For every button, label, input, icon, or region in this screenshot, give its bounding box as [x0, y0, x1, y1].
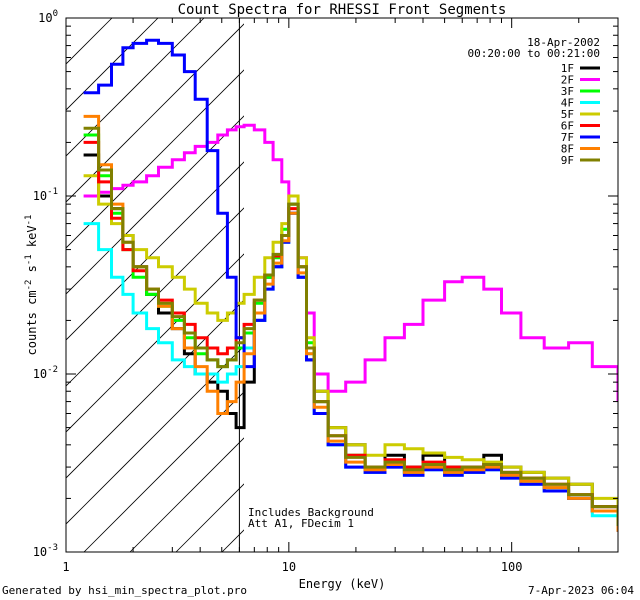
plot-frame [65, 17, 619, 553]
series-5F [83, 174, 618, 516]
hatch-line [66, 253, 244, 433]
hatch-line [66, 207, 244, 387]
annotation-background: Includes Background [248, 506, 374, 519]
y-axis-label: counts cm-2 s-1 keV-1 [24, 215, 39, 356]
hatch-line [66, 115, 244, 295]
x-tick-label: 1 [62, 560, 69, 574]
legend-label-2F: 2F [561, 74, 574, 87]
legend-label-1F: 1F [561, 62, 574, 75]
legend-label-3F: 3F [561, 85, 574, 98]
legend-label-4F: 4F [561, 97, 574, 110]
hatch-line [66, 18, 113, 65]
legend-label-6F: 6F [561, 120, 574, 133]
x-axis-label: Energy (keV) [299, 577, 386, 591]
y-tick-label: 100 [38, 9, 58, 25]
series-9F [83, 126, 618, 526]
footer-generated-by: Generated by hsi_min_spectra_plot.pro [2, 584, 248, 597]
hatch-line [221, 529, 244, 552]
observation-date: 18-Apr-2002 [527, 36, 600, 49]
legend-label-7F: 7F [561, 131, 574, 144]
legend-label-8F: 8F [561, 143, 574, 156]
footer-timestamp: 7-Apr-2023 06:04 [528, 584, 634, 597]
x-tick-label: 10 [282, 560, 296, 574]
series-8F [83, 114, 618, 532]
y-tick-label: 10-2 [33, 365, 58, 381]
legend-label-9F: 9F [561, 154, 574, 167]
hatch-line [66, 23, 244, 203]
annotation-attenuator: Att A1, FDecim 1 [248, 517, 354, 530]
chart-title: Count Spectra for RHESSI Front Segments [178, 2, 507, 18]
hatch-line [83, 391, 244, 552]
y-tick-label: 10-3 [33, 543, 58, 559]
hatch-line [66, 345, 244, 525]
legend-label-5F: 5F [561, 108, 574, 121]
x-tick-label: 100 [501, 560, 523, 574]
time-range: 00:20:00 to 00:21:00 [468, 47, 600, 60]
hatch-line [129, 437, 244, 552]
hatch-line [66, 161, 244, 341]
hatch-line [66, 18, 159, 111]
hatch-line [66, 18, 205, 157]
y-tick-label: 10-1 [33, 187, 58, 203]
series-2F [83, 123, 618, 402]
hatch-line [66, 299, 244, 479]
